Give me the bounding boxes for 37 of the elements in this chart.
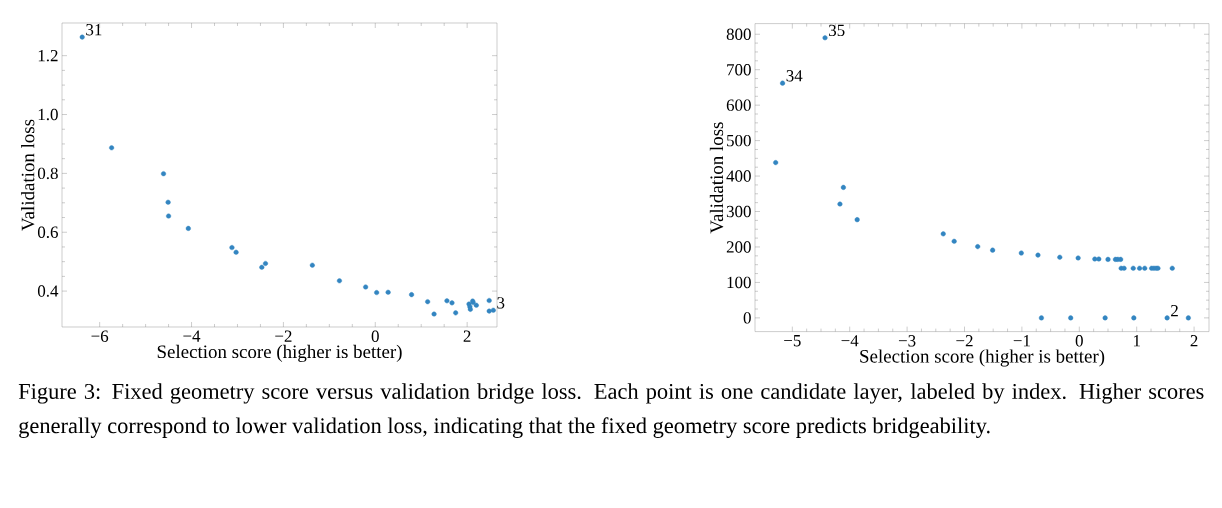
x-tick-label: −4 [183,330,201,342]
y-axis-title: Validation loss [709,122,724,234]
y-tick-label: 700 [727,63,751,76]
x-tick-label: −6 [91,330,109,342]
y-tick-label: 0.8 [37,167,58,180]
y-tick-label: 0 [743,312,751,324]
x-tick-label: 0 [1075,335,1083,347]
y-tick-label: 600 [726,99,751,111]
y-tick-label: 800 [726,28,751,40]
x-tick-label: 0 [371,330,379,342]
y-tick-label: 0.6 [37,226,58,238]
x-tick-label: 2 [1190,335,1198,347]
x-tick-label: 2 [463,330,471,342]
x-tick-label: −2 [275,330,292,342]
y-tick-label: 400 [726,170,751,182]
annotation: 3 [497,297,505,309]
y-tick-label: 1.2 [38,49,58,62]
annotation: 35 [829,24,845,37]
annotation: 34 [786,70,803,82]
y-axis-title: Validation loss [21,119,35,231]
x-tick-label: −4 [841,335,859,347]
y-tick-label: 0.4 [37,285,59,297]
x-tick-label: −3 [898,335,916,347]
y-tick-label: 500 [727,134,751,147]
y-tick-label: 1.0 [38,108,58,121]
x-axis-title: Selection score (higher is better) [860,349,1105,367]
annotation: 31 [86,24,102,36]
y-tick-label: 100 [727,276,751,289]
annotation: 2 [1171,304,1178,317]
x-axis-title: Selection score (higher is better) [157,344,402,362]
x-tick-label: −1 [1013,335,1030,347]
caption: Figure 3: Fixed geometry score versus validation bridge loss. Each point is one candidate layer, labeled by index. Higher scores generally correspond to lower validation loss, indicating that the fixed geometry score predicts bridgeability. [18,383,1204,438]
y-tick-label: 200 [726,241,751,253]
x-tick-label: 1 [1133,335,1140,347]
x-tick-label: −5 [784,335,801,347]
y-tick-label: 300 [726,205,751,218]
x-tick-label: −2 [956,335,973,347]
